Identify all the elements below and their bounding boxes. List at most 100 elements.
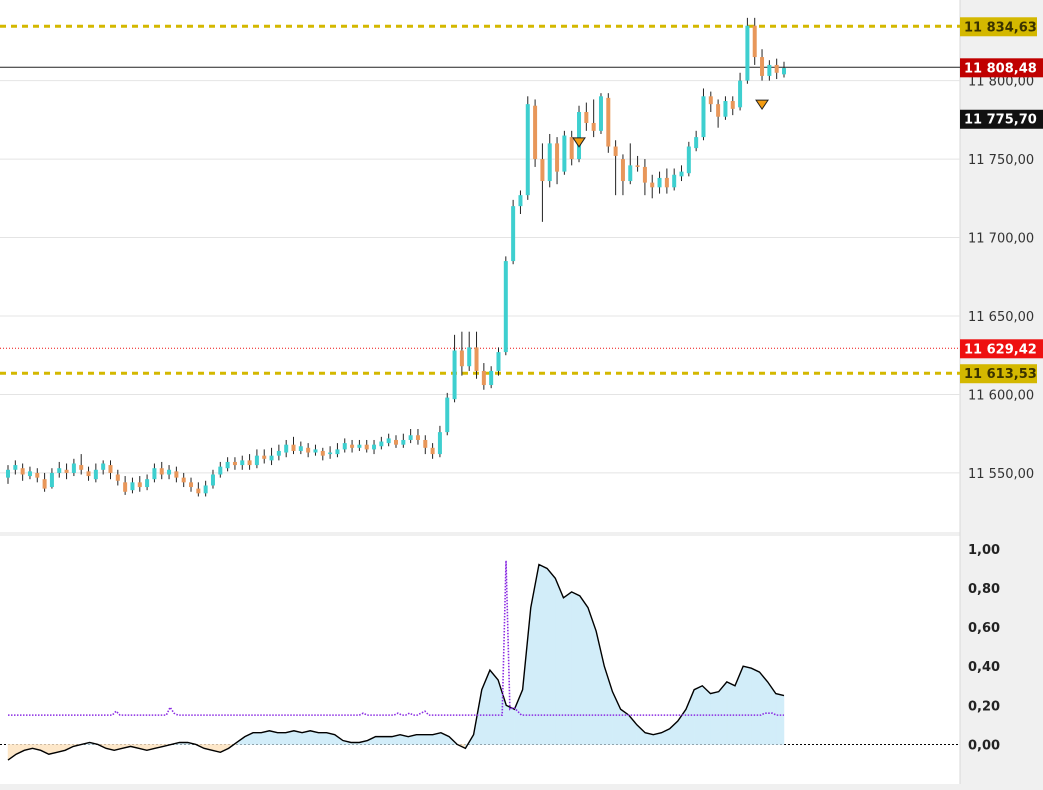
candle-body [401, 439, 406, 445]
price-axis-ticks: 11 800,00 11 750,00 11 700,00 11 650,00 11 6… [968, 75, 1034, 482]
indicator-fill-segment [538, 564, 548, 745]
indicator-fill-segment [759, 671, 768, 745]
price-level-badge [960, 339, 1043, 359]
candle-body [562, 135, 567, 172]
indicator-tick-label: 0,20 [968, 699, 1000, 714]
candle-body [64, 469, 69, 473]
candle-body [664, 177, 669, 188]
candle-body [730, 101, 735, 109]
candle-body [767, 64, 772, 76]
candle-body [694, 137, 699, 149]
candle-body [145, 479, 150, 488]
price-level-badge-label: 11 834,63 [964, 20, 1037, 35]
candle-body [598, 96, 603, 131]
candle-body [620, 159, 625, 182]
candle-body [79, 465, 84, 470]
candle-body [342, 443, 347, 450]
candle-body [386, 438, 391, 444]
candle-body [701, 96, 706, 138]
indicator-signal-line [8, 560, 784, 716]
indicator-fill-segment [579, 595, 589, 745]
candle-body [328, 452, 333, 455]
candle-body [320, 450, 325, 456]
candle-body [93, 469, 98, 480]
indicator-fill-segment [726, 681, 736, 745]
price-tick-label: 11 650,00 [968, 310, 1034, 325]
candle-body [518, 195, 523, 207]
price-panel-bg [0, 0, 960, 532]
indicator-tick-label: 0,40 [968, 660, 1000, 675]
indicator-fill-segment [506, 704, 515, 745]
candle-body [503, 261, 508, 353]
price-level-badge [960, 109, 1043, 129]
candle-body [672, 174, 677, 188]
candle-body [569, 137, 574, 160]
price-level-badge [960, 58, 1043, 78]
candle-body [760, 57, 765, 76]
candle-body [430, 447, 435, 455]
candle-body [313, 449, 318, 453]
indicator-fill-segment [742, 665, 752, 745]
candle-body [306, 447, 311, 453]
price-axis-bg [960, 0, 1043, 790]
price-level-badge-label: 11 629,42 [964, 342, 1037, 357]
indicator-fill-segment [775, 693, 785, 745]
indicator-fill-segment [571, 591, 581, 745]
candle-body [174, 471, 179, 478]
candle-body [189, 482, 194, 488]
candle-body [335, 449, 340, 455]
indicator-fill-segment [252, 732, 262, 745]
candle-body [269, 455, 274, 461]
price-tick-label: 11 800,00 [968, 75, 1034, 90]
price-level-badges: 11 834,63 11 613,53 11 808,48 11 629,42 11 7… [960, 17, 1043, 384]
candle-body [540, 159, 545, 182]
candle-body [284, 444, 289, 453]
candle-body [115, 474, 120, 481]
candle-body [547, 143, 552, 182]
candle-body [423, 439, 428, 448]
candle-body [364, 444, 369, 450]
indicator-tick-label: 0,00 [968, 738, 1000, 753]
candle-body [357, 444, 362, 448]
price-level-badge-label: 11 808,48 [964, 61, 1037, 76]
candle-body [437, 432, 442, 455]
candle-body [159, 468, 164, 475]
candle-body [591, 122, 596, 131]
candle-body [218, 466, 223, 475]
candle-body [408, 435, 413, 440]
indicator-fill-segment [277, 732, 286, 745]
signal-marker [755, 99, 769, 111]
candle-body [525, 104, 530, 196]
candle-body [27, 471, 32, 477]
candle-body [276, 450, 281, 456]
candle-body [752, 25, 757, 58]
candle-body [6, 469, 10, 478]
candle-body [452, 350, 457, 400]
candle-body [657, 177, 662, 188]
candle-body [642, 166, 647, 183]
candle-body [203, 485, 208, 494]
signal-marker [572, 137, 586, 148]
candle-body [20, 468, 25, 475]
candle-body [635, 165, 640, 167]
price-tick-label: 11 750,00 [968, 153, 1034, 168]
indicator-tick-label: 0,80 [968, 582, 1000, 597]
indicator-fill-segment [751, 667, 760, 745]
candle-body [298, 446, 303, 451]
indicator-main-line [7, 563, 785, 761]
candle-body [489, 370, 494, 386]
candle-body [686, 146, 691, 174]
candle-body [291, 444, 296, 451]
candle-body [511, 206, 516, 262]
candle-body [350, 444, 355, 448]
candle-body [613, 146, 618, 156]
candle-body [584, 112, 589, 123]
price-level-badge-label: 11 775,70 [964, 113, 1037, 128]
candle-body [723, 101, 728, 117]
price-tick-label: 11 550,00 [968, 467, 1034, 482]
candle-body [181, 477, 186, 483]
price-level-badge-label: 11 613,53 [964, 367, 1037, 382]
candle-body [379, 441, 384, 447]
candle-body [254, 455, 259, 466]
indicator-fill-segment [375, 736, 384, 745]
